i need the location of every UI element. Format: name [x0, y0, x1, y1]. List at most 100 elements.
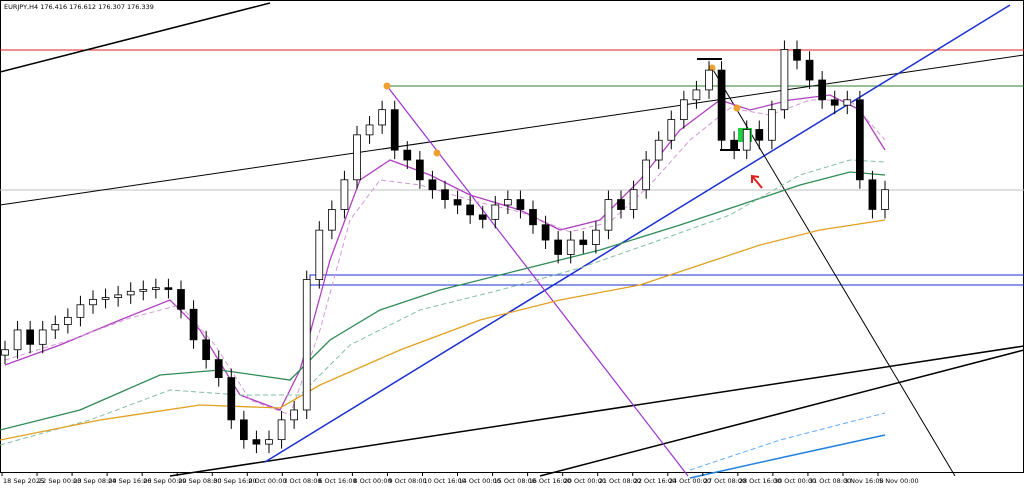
x-tick-label: 8 Oct 00:00: [353, 477, 391, 485]
candle-body: [768, 109, 776, 141]
candle-body: [755, 129, 764, 141]
candle-body: [818, 79, 827, 101]
x-tick-label: 10 Oct 16:00: [423, 477, 465, 485]
moving-average: [0, 219, 886, 441]
candle-body: [466, 204, 474, 216]
candle-body: [441, 189, 449, 200]
candle-body: [617, 199, 625, 210]
candle-body: [805, 59, 814, 81]
x-tick-label: 5 Nov 00:00: [879, 477, 919, 485]
candle-body: [277, 419, 286, 441]
candle-body: [151, 287, 160, 290]
candle-body: [76, 304, 85, 318]
x-tick-label: 31 Oct 08:00: [809, 477, 851, 485]
candle-body: [705, 69, 713, 91]
candle-body: [378, 109, 386, 126]
candles: [1, 40, 889, 454]
candle-body: [302, 279, 311, 411]
candle-body: [89, 298, 97, 306]
candle-body: [403, 149, 412, 161]
x-tick-label: 22 Oct 16:00: [634, 477, 676, 485]
candle-body: [642, 159, 651, 191]
candle-body: [554, 239, 563, 255]
x-tick-label: 22 Sep 00:00: [38, 477, 81, 485]
candle-body: [793, 49, 801, 61]
candle-body: [667, 119, 676, 141]
x-tick-label: 30 Oct 00:00: [774, 477, 816, 485]
candle-body: [365, 124, 374, 136]
chart-title: EURJPY,H4 176.416 176.612 176.307 176.33…: [4, 3, 154, 11]
candle-body: [139, 289, 148, 292]
x-tick-label: 2 Oct 00:00: [248, 477, 286, 485]
x-tick-label: 23 Sep 08:00: [73, 477, 116, 485]
x-tick-label: 16 Oct 16:00: [529, 477, 571, 485]
candle-body: [604, 199, 613, 231]
trend-line: [711, 67, 956, 477]
candle-body: [13, 329, 22, 351]
arrow: [751, 174, 760, 183]
candle-body: [566, 239, 575, 255]
x-tick-label: 24 Sep 16:00: [108, 477, 151, 485]
trend-line: [169, 345, 1024, 477]
arrow: [751, 175, 763, 189]
candle-body: [26, 329, 35, 345]
trend-line: [539, 349, 1024, 477]
moving-average: [689, 434, 886, 479]
x-tick-label: 18 Sep 2025: [3, 477, 44, 485]
moving-average: [0, 171, 886, 431]
candle-body: [227, 377, 236, 421]
candle-body: [101, 297, 110, 300]
candle-body: [126, 290, 135, 296]
candle-body: [516, 199, 525, 210]
candle-body: [629, 189, 638, 210]
candle-body: [327, 209, 336, 231]
candle-body: [214, 359, 223, 379]
candle-body: [541, 224, 550, 241]
x-tick-label: 30 Sep 16:00: [213, 477, 256, 485]
candle-body: [51, 324, 60, 331]
trend-line: [0, 54, 1024, 206]
candle-body: [38, 329, 47, 345]
x-tick-label: 28 Oct 16:00: [739, 477, 781, 485]
candle-body: [428, 179, 437, 191]
candle-body: [290, 409, 298, 421]
marker: [733, 104, 741, 112]
candle-body: [64, 316, 72, 325]
candle-body: [415, 159, 424, 181]
x-tick-label: 3 Oct 08:00: [283, 477, 321, 485]
x-tick-label: 3 Nov 16:00: [844, 477, 884, 485]
candle-body: [856, 99, 864, 181]
candle-body: [868, 179, 877, 210]
x-tick-label: 26 Sep 00:00: [143, 477, 186, 485]
x-tick-label: 29 Sep 08:00: [178, 477, 221, 485]
plot-frame: [0, 0, 1024, 473]
candle-body: [315, 229, 324, 281]
candle-body: [692, 89, 701, 101]
candle-body: [478, 214, 487, 220]
candle-body: [881, 189, 889, 210]
candle-body: [453, 199, 462, 206]
x-tick-label: 6 Oct 16:00: [318, 477, 356, 485]
x-tick-label: 24 Oct 00:00: [669, 477, 711, 485]
candle-body: [579, 239, 588, 245]
x-tick-label: 14 Oct 00:00: [459, 477, 501, 485]
marker: [433, 149, 441, 157]
candle-body: [717, 69, 726, 141]
x-tick-label: 27 Oct 08:00: [704, 477, 746, 485]
candle-body: [114, 294, 123, 298]
candle-body: [742, 129, 751, 151]
candle-body: [164, 287, 173, 290]
x-tick-label: 15 Oct 08:00: [494, 477, 536, 485]
candle-body: [252, 439, 261, 445]
candle-body: [340, 179, 349, 210]
candle-body: [353, 134, 361, 181]
candle-body: [1, 349, 9, 356]
candle-body: [503, 199, 512, 206]
candle-body: [730, 139, 739, 151]
candle-body: [390, 109, 399, 151]
candle-body: [177, 289, 185, 310]
trend-line: [264, 4, 1011, 463]
